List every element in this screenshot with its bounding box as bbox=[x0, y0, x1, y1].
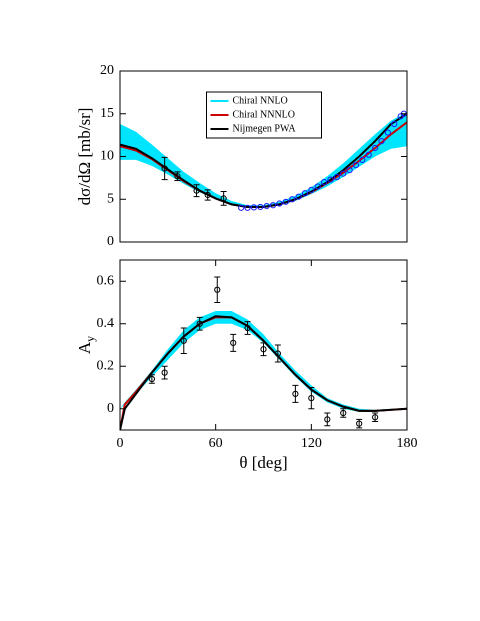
error-bar bbox=[204, 189, 211, 201]
data-point bbox=[340, 409, 347, 417]
data-point bbox=[174, 173, 181, 180]
data-point bbox=[295, 193, 302, 200]
data-point bbox=[230, 339, 237, 346]
data-point bbox=[365, 151, 372, 158]
data-point bbox=[324, 416, 331, 423]
error-bar bbox=[161, 156, 168, 181]
data-point bbox=[263, 202, 270, 210]
y-tick-label: 0.6 bbox=[97, 273, 115, 288]
data-point bbox=[204, 191, 211, 199]
error-bar bbox=[324, 412, 331, 427]
y-tick-label: 0.2 bbox=[97, 358, 115, 373]
data-point bbox=[269, 202, 277, 209]
data-point bbox=[260, 346, 267, 353]
legend-label: Chiral NNNLO bbox=[233, 109, 296, 120]
y-tick-label: 5 bbox=[107, 191, 114, 206]
y-axis-label: dσ/dΩ [mb/sr] bbox=[75, 108, 94, 206]
line bbox=[120, 315, 407, 430]
error-bar bbox=[180, 327, 187, 354]
error-bar bbox=[220, 191, 227, 206]
legend-label: Chiral NNLO bbox=[233, 95, 288, 106]
line bbox=[120, 316, 407, 430]
data-point bbox=[220, 195, 227, 202]
error-bar bbox=[161, 365, 168, 380]
error-bar bbox=[196, 316, 203, 331]
data-point bbox=[327, 176, 334, 183]
data-point bbox=[308, 186, 315, 193]
error-bar bbox=[230, 333, 237, 352]
data-point bbox=[372, 144, 379, 152]
y-tick-label: 0 bbox=[107, 234, 114, 249]
y-axis-label: Ay bbox=[75, 336, 97, 354]
y-tick-label: 20 bbox=[100, 63, 114, 78]
plot-area bbox=[120, 311, 407, 430]
plot-area bbox=[120, 112, 407, 208]
data-point bbox=[193, 187, 200, 194]
data-point bbox=[161, 369, 168, 376]
data-point bbox=[180, 337, 187, 344]
y-tick-label: 0 bbox=[107, 401, 114, 416]
data-point bbox=[372, 414, 379, 421]
data-point bbox=[274, 350, 281, 357]
data-point bbox=[333, 173, 340, 181]
data-point bbox=[244, 204, 251, 211]
frame bbox=[119, 259, 408, 431]
data-point bbox=[238, 204, 245, 211]
error-bar bbox=[260, 342, 267, 357]
x-tick-label: 0 bbox=[117, 436, 124, 451]
x-axis-label: θ [deg] bbox=[239, 453, 287, 472]
error-bar bbox=[292, 384, 299, 403]
data-point bbox=[340, 170, 347, 177]
error-bar bbox=[308, 387, 315, 410]
data-point bbox=[391, 120, 398, 128]
data-point bbox=[257, 203, 264, 211]
data-point bbox=[301, 190, 309, 197]
error-bar bbox=[214, 276, 221, 303]
data-point bbox=[352, 161, 360, 169]
error-bar bbox=[193, 184, 200, 198]
data-point bbox=[196, 320, 203, 327]
x-tick-label: 60 bbox=[209, 436, 223, 451]
data-point bbox=[282, 198, 289, 205]
data-point bbox=[148, 375, 155, 383]
y-label-main: A bbox=[75, 341, 94, 354]
data-point bbox=[250, 204, 258, 211]
x-tick-label: 180 bbox=[397, 436, 418, 451]
line bbox=[120, 112, 407, 208]
y-tick-label: 0.4 bbox=[97, 316, 115, 331]
data-point bbox=[384, 129, 391, 136]
error-bar bbox=[274, 344, 281, 363]
data-point bbox=[346, 167, 353, 174]
data-point bbox=[244, 324, 251, 332]
data-point bbox=[356, 420, 363, 427]
data-point bbox=[320, 179, 328, 186]
band bbox=[120, 112, 407, 208]
data-point bbox=[359, 156, 366, 164]
data-point bbox=[308, 395, 315, 402]
y-tick-label: 10 bbox=[100, 149, 114, 164]
y-tick-label: 15 bbox=[100, 106, 114, 121]
data-point bbox=[161, 165, 168, 172]
band bbox=[120, 311, 407, 412]
x-tick-label: 120 bbox=[301, 436, 322, 451]
error-bar bbox=[244, 321, 251, 335]
data-point bbox=[276, 200, 283, 207]
data-point bbox=[292, 390, 299, 397]
data-point bbox=[314, 183, 321, 190]
data-point bbox=[214, 286, 221, 293]
data-point bbox=[289, 196, 296, 203]
legend-label: Nijmegen PWA bbox=[233, 123, 297, 134]
data-point bbox=[378, 138, 385, 145]
y-label-sub: y bbox=[83, 336, 97, 342]
